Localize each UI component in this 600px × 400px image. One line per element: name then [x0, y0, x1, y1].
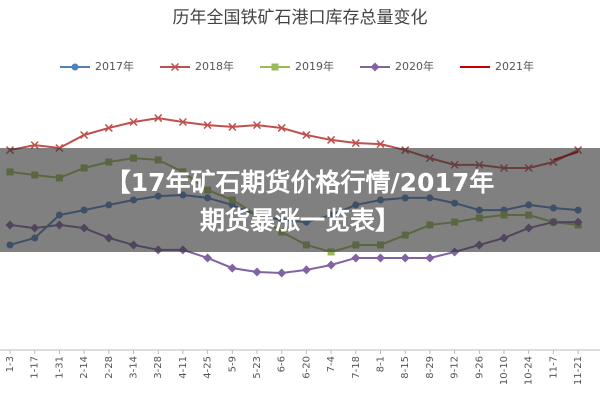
banner-text: 【17年矿石期货价格行情/2017年 [106, 168, 495, 197]
point [271, 63, 279, 71]
x-tick-label: 6-20 [301, 356, 312, 379]
x-tick-label: 2-28 [104, 356, 115, 379]
x-tick-label: 4-11 [178, 356, 189, 379]
point [227, 263, 237, 273]
point [351, 139, 360, 148]
x-tick-label: 2-14 [79, 356, 90, 379]
banner-text: 期货暴涨一览表】 [200, 206, 400, 235]
point [154, 114, 163, 123]
x-tick-label: 1-3 [5, 356, 16, 372]
x-tick-label: 1-17 [30, 356, 41, 379]
legend-label: 2019年 [295, 59, 334, 73]
legend-label: 2020年 [395, 59, 434, 73]
point [178, 117, 187, 127]
x-tick-label: 10-24 [524, 356, 535, 385]
x-tick-label: 8-1 [376, 356, 387, 372]
x-tick-label: 8-15 [400, 356, 411, 379]
legend-label: 2018年 [195, 59, 234, 73]
x-tick-label: 6-6 [277, 356, 288, 372]
point [351, 253, 361, 263]
point [71, 63, 79, 71]
point [228, 122, 237, 131]
legend-label: 2017年 [95, 59, 134, 73]
banner [0, 148, 600, 252]
x-tick-label: 8-29 [425, 356, 436, 379]
point [326, 260, 336, 270]
x-tick-label: 11-7 [548, 356, 559, 379]
point [277, 268, 287, 278]
x-tick-label: 1-31 [54, 356, 65, 379]
point [170, 62, 180, 72]
legend-label: 2021年 [495, 59, 534, 73]
point [129, 117, 138, 127]
x-tick-label: 7-18 [351, 356, 362, 379]
x-tick-label: 3-14 [129, 356, 140, 379]
point [376, 253, 385, 263]
point [203, 253, 213, 263]
x-tick-label: 10-10 [499, 356, 510, 385]
point [370, 62, 380, 72]
point [400, 253, 410, 263]
point [252, 267, 262, 277]
chart-title: 历年全国铁矿石港口库存总量变化 [173, 8, 428, 28]
point [203, 121, 212, 130]
point [376, 140, 385, 149]
x-tick-label: 9-12 [450, 356, 461, 379]
point [302, 130, 311, 140]
point [30, 141, 39, 150]
point [277, 123, 286, 132]
point [80, 130, 89, 140]
x-tick-label: 4-25 [203, 356, 214, 379]
x-tick-label: 9-26 [474, 356, 485, 379]
x-tick-label: 7-4 [326, 356, 337, 372]
point [252, 121, 262, 130]
x-tick-label: 5-9 [227, 356, 238, 372]
point [301, 265, 311, 275]
x-tick-label: 11-21 [573, 356, 584, 385]
x-tick-label: 5-23 [252, 356, 263, 379]
point [104, 123, 113, 132]
point [327, 135, 336, 144]
x-tick-label: 3-28 [153, 356, 164, 379]
point [425, 253, 435, 263]
